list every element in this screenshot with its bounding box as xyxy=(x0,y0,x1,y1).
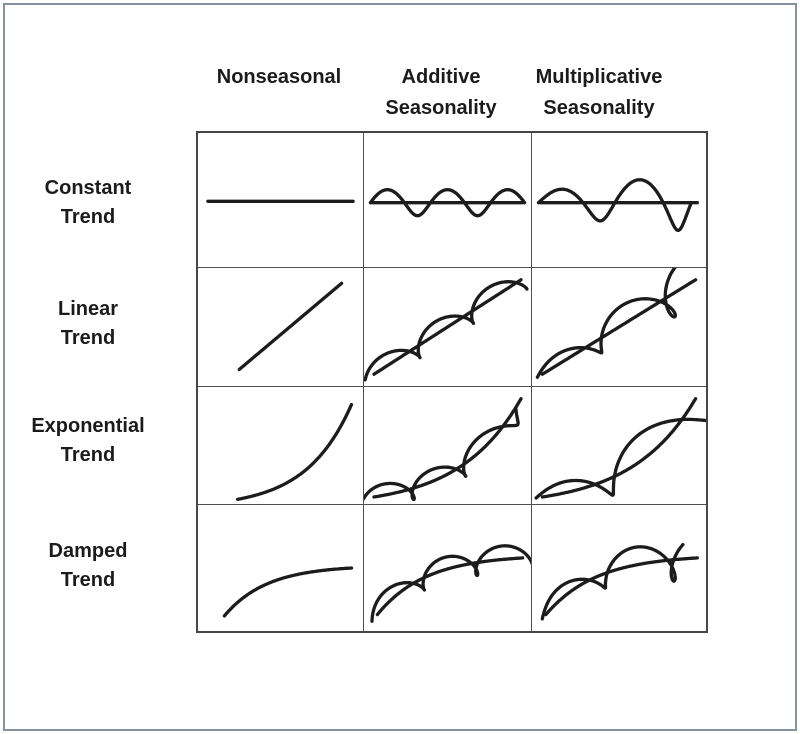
cell-damped-nonseasonal xyxy=(198,505,364,631)
column-header-line: Seasonality xyxy=(385,97,497,119)
row-label-line: Linear xyxy=(57,298,119,320)
sketch-exponential-none xyxy=(235,402,354,501)
cell-linear-multiplicative xyxy=(532,268,706,387)
cell-constant-multiplicative xyxy=(532,133,706,268)
column-header-line: Seasonality xyxy=(543,97,655,119)
cell-exponential-multiplicative xyxy=(532,387,706,505)
column-header-line: Nonseasonal xyxy=(216,66,342,88)
sketch-exponential-multiplicative xyxy=(534,397,706,500)
row-label-linear-trend: Linear Trend xyxy=(0,295,176,353)
sketch-damped-none xyxy=(222,566,354,618)
column-header-multiplicative-seasonality: Multiplicative Seasonality xyxy=(512,62,686,124)
cell-constant-nonseasonal xyxy=(198,133,364,268)
column-header-nonseasonal: Nonseasonal xyxy=(196,62,362,93)
row-label-line: Trend xyxy=(60,327,116,349)
row-label-constant-trend: Constant Trend xyxy=(0,174,176,232)
sketch-linear-additive xyxy=(364,278,529,382)
sketch-damped-multiplicative xyxy=(540,542,699,621)
sketch-linear-multiplicative xyxy=(535,268,698,379)
sketch-constant-additive xyxy=(368,188,527,218)
trend-seasonality-table xyxy=(196,131,708,633)
cell-damped-multiplicative xyxy=(532,505,706,631)
row-label-line: Trend xyxy=(60,206,116,228)
sketch-constant-multiplicative xyxy=(536,178,699,232)
column-header-additive-seasonality: Additive Seasonality xyxy=(357,62,525,124)
sketch-linear-none xyxy=(237,281,344,372)
row-label-line: Trend xyxy=(60,569,116,591)
column-header-line: Additive xyxy=(401,66,481,88)
row-label-damped-trend: Damped Trend xyxy=(0,537,176,595)
row-label-line: Exponential xyxy=(31,415,145,437)
cell-constant-additive xyxy=(364,133,532,268)
cell-damped-additive xyxy=(364,505,532,631)
cell-linear-nonseasonal xyxy=(198,268,364,387)
row-label-line: Trend xyxy=(60,444,116,466)
cell-linear-additive xyxy=(364,268,532,387)
row-label-exponential-trend: Exponential Trend xyxy=(0,412,176,470)
sketch-exponential-additive xyxy=(364,397,523,502)
row-label-line: Damped xyxy=(48,540,128,562)
sketch-damped-additive xyxy=(370,544,531,623)
cell-exponential-nonseasonal xyxy=(198,387,364,505)
column-header-line: Multiplicative xyxy=(535,66,663,88)
sketch-constant-none xyxy=(206,199,355,203)
row-label-line: Constant xyxy=(44,177,132,199)
cell-exponential-additive xyxy=(364,387,532,505)
